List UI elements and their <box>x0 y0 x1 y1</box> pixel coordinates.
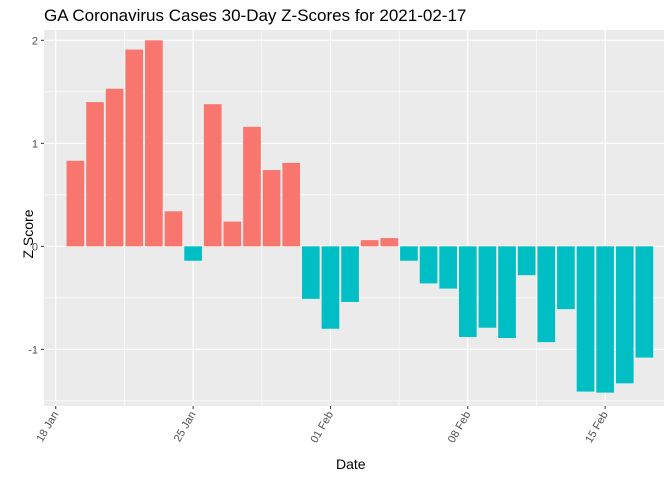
x-tick-label: 08 Feb <box>446 410 474 446</box>
bar <box>145 40 163 247</box>
y-tick-label: 2 <box>32 35 38 47</box>
bar <box>419 246 438 284</box>
bar <box>164 211 183 247</box>
bar <box>341 246 359 302</box>
bar <box>321 246 340 329</box>
y-axis-ticks: -1 0 1 2 <box>28 35 44 356</box>
y-tick-label: 0 <box>32 241 38 253</box>
y-axis-label: Z Score <box>20 209 36 259</box>
bar <box>537 246 556 343</box>
x-axis-ticks: 18 Jan 25 Jan 01 Feb 08 Feb 15 Feb <box>34 406 611 446</box>
bar <box>635 246 654 358</box>
bar <box>203 104 222 247</box>
bar <box>615 246 634 384</box>
bar <box>282 162 301 247</box>
bar <box>262 170 281 247</box>
y-tick-label: -1 <box>28 344 38 356</box>
bars <box>66 40 654 393</box>
bar <box>596 246 614 393</box>
bar <box>400 246 418 261</box>
bar <box>125 49 144 247</box>
bar <box>243 126 261 247</box>
bar <box>86 102 104 247</box>
bar <box>458 246 477 337</box>
bar <box>439 246 458 289</box>
bar <box>66 160 85 247</box>
bar <box>478 246 497 328</box>
bar <box>184 246 202 261</box>
x-tick-label: 25 Jan <box>172 410 199 445</box>
x-tick-label: 18 Jan <box>34 410 61 445</box>
bar <box>380 238 399 247</box>
x-axis-label: Date <box>336 456 366 472</box>
bar <box>223 221 242 247</box>
bar <box>360 240 379 247</box>
chart-title: GA Coronavirus Cases 30-Day Z-Scores for… <box>44 6 467 25</box>
bar <box>105 88 124 247</box>
bar <box>517 246 536 276</box>
x-tick-label: 15 Feb <box>583 410 611 446</box>
bar <box>557 246 575 310</box>
bar <box>576 246 595 392</box>
x-tick-label: 01 Feb <box>309 410 337 446</box>
bar <box>302 246 320 299</box>
y-tick-label: 1 <box>32 138 38 150</box>
bar <box>498 246 516 339</box>
